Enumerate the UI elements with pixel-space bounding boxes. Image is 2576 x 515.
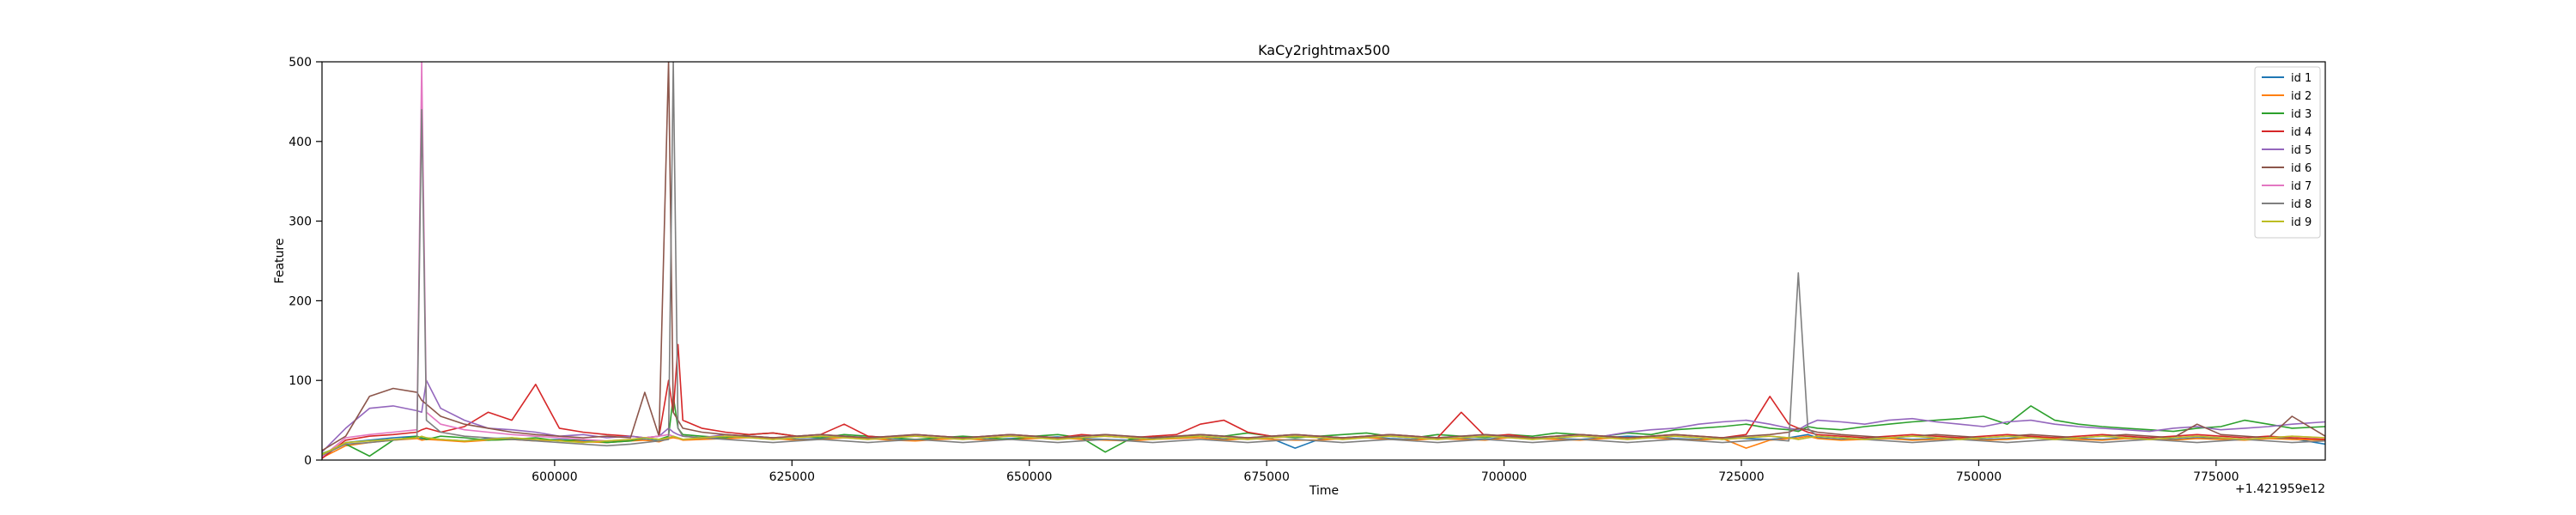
legend-label: id 1 [2291, 72, 2312, 85]
legend-label: id 7 [2291, 180, 2312, 193]
x-axis-title: Time [1309, 484, 1339, 498]
x-tick-label: 750000 [1956, 470, 2002, 484]
legend-label: id 4 [2291, 126, 2312, 139]
chart-title: KaCy2rightmax500 [1258, 42, 1390, 58]
legend-label: id 5 [2291, 144, 2312, 157]
plot-frame [321, 61, 2326, 461]
series-line-9 [322, 435, 2325, 456]
x-tick-label: 600000 [532, 470, 577, 484]
x-tick-label: 650000 [1006, 470, 1052, 484]
x-offset-label: +1.421959e12 [2235, 482, 2325, 496]
legend-label: id 2 [2291, 90, 2312, 103]
series-group [322, 62, 2325, 459]
legend-label: id 3 [2291, 108, 2312, 121]
y-tick-label: 100 [289, 374, 312, 388]
legend-label: id 6 [2291, 162, 2312, 175]
y-axis: 0 100 200 300 400 500 [289, 56, 322, 468]
x-tick-label: 725000 [1718, 470, 1764, 484]
legend-box [2254, 66, 2321, 239]
y-axis-title: Feature [273, 239, 287, 284]
x-tick-label: 775000 [2193, 470, 2239, 484]
y-tick-label: 300 [289, 215, 312, 229]
legend-label: id 9 [2291, 216, 2312, 229]
series-line-6 [322, 62, 2325, 451]
y-tick-label: 200 [289, 294, 312, 308]
y-tick-label: 500 [289, 56, 312, 70]
y-tick-label: 0 [304, 454, 312, 468]
x-tick-label: 675000 [1243, 470, 1289, 484]
x-tick-label: 700000 [1481, 470, 1527, 484]
x-axis: 600000 625000 650000 675000 700000 725000 7500… [532, 460, 2239, 484]
y-tick-label: 400 [289, 136, 312, 149]
x-tick-label: 625000 [769, 470, 815, 484]
series-line-8 [322, 62, 2325, 457]
legend: id 1 id 2 id 3 id 4 id 5 id 6 id 7 id 8 id 9 [2254, 66, 2321, 239]
legend-label: id 8 [2291, 198, 2312, 211]
